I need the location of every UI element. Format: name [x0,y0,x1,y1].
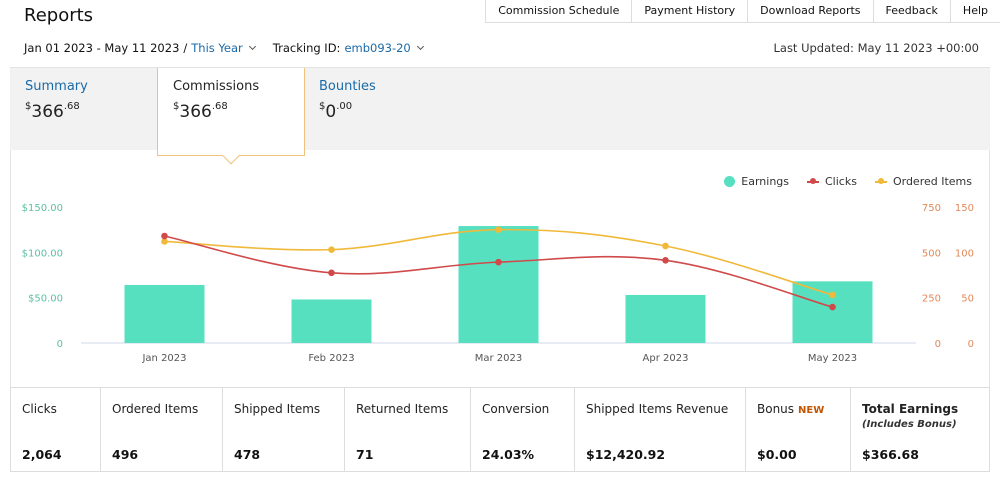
chart-plot: $150.00$100.00$50.0007505002500150100500… [22,203,974,364]
y-left-tick-label: 0 [57,339,63,350]
legend-earnings[interactable]: Earnings [724,175,789,188]
y-right1-tick-label: 0 [935,339,941,350]
ordered-items-point [161,238,168,245]
x-tick-label: Feb 2023 [308,353,354,364]
earnings-chart: Earnings Clicks Ordered Items $150.00 $10… [10,150,990,387]
stat-value: 2,064 [22,447,62,462]
stat-label: Shipped Items Revenue [586,402,729,416]
chevron-down-icon[interactable] [416,42,424,51]
y-right1-tick-label: 750 [922,203,941,214]
stat-value: $0.00 [757,447,797,462]
earnings-bar [124,284,205,343]
earnings-bar [625,294,706,343]
chart-legend: Earnings Clicks Ordered Items [706,175,972,188]
tab-summary[interactable]: Summary $366.68 [25,68,155,151]
y-right2-tick-label: 100 [955,248,974,259]
stat-shipped-items-revenue: Shipped Items Revenue $12,420.92 [574,388,745,471]
ordered-items-point [328,246,335,253]
earnings-bar [291,299,372,343]
tab-commissions-amount: $366.68 [173,101,228,122]
date-separator: / [183,41,188,55]
ordered-items-point [495,226,502,233]
clicks-point [161,232,168,240]
stat-clicks: Clicks 2,064 [11,388,100,471]
stat-label: Total Earnings [862,402,959,416]
legend-earnings-label: Earnings [741,175,789,188]
stat-returned-items: Returned Items 71 [344,388,470,471]
x-tick-label: May 2023 [808,353,857,364]
clicks-point [328,269,335,277]
earnings-bar [792,281,873,343]
y-left-tick-label: $50.00 [28,294,63,305]
ordered-items-point [829,291,836,299]
stat-ordered-items: Ordered Items 496 [100,388,222,471]
tracking-id-label: Tracking ID: [272,41,341,55]
stats-bar: Clicks 2,064 Ordered Items 496 Shipped I… [10,387,990,472]
clicks-point [495,258,502,266]
stat-value: $366.68 [862,447,919,462]
stat-label: Clicks [22,402,57,416]
stat-label: Shipped Items [234,402,321,416]
y-right2-tick-label: 0 [968,339,974,350]
report-tabs: Summary $366.68 Commissions $366.68 Boun… [10,67,990,165]
stat-shipped-items: Shipped Items 478 [222,388,344,471]
y-right1-tick-label: 250 [922,294,941,305]
stat-value: 71 [356,447,374,462]
stat-label: Conversion [482,402,550,416]
legend-clicks-swatch [807,176,819,187]
chevron-down-icon[interactable] [248,42,256,51]
stat-bonus: Bonus NEW $0.00 [745,388,850,471]
x-tick-label: Mar 2023 [475,353,523,364]
legend-ordered-items-swatch [874,176,887,187]
y-left-tick-label: $100.00 [22,248,63,259]
clicks-point [662,257,669,264]
x-tick-label: Apr 2023 [643,353,689,364]
tab-commissions-label: Commissions [173,79,260,94]
tracking-id-dropdown[interactable]: emb093-20 [344,41,411,55]
stat-value: 478 [234,447,261,462]
stat-label: Returned Items [356,402,449,416]
y-left-tick-label: $150.00 [22,203,63,214]
clicks-point [829,303,836,311]
tab-bounties-amount: $0.00 [319,101,353,122]
commission-schedule-button[interactable]: Commission Schedule [485,0,632,22]
y-right1-tick-label: 500 [922,248,941,259]
y-right2-tick-label: 50 [961,294,974,305]
last-updated: Last Updated: May 11 2023 +00:00 [773,41,979,55]
stat-total-earnings: Total Earnings (Includes Bonus) $366.68 [850,388,969,471]
legend-earnings-swatch [724,176,736,187]
earnings-bar [458,226,539,343]
legend-clicks[interactable]: Clicks [807,175,857,188]
top-nav: Commission Schedule Payment History Down… [485,0,1000,23]
tab-bounties-label: Bounties [319,79,376,94]
download-reports-button[interactable]: Download Reports [747,0,873,22]
x-tick-label: Jan 2023 [141,353,186,364]
payment-history-button[interactable]: Payment History [631,0,748,22]
period-dropdown[interactable]: This Year [191,41,243,55]
feedback-button[interactable]: Feedback [872,0,950,22]
stat-conversion: Conversion 24.03% [470,388,574,471]
stat-value: 24.03% [482,447,535,462]
page-title: Reports [24,5,94,26]
stat-value: 496 [112,447,139,462]
tab-bounties[interactable]: Bounties $0.00 [319,68,449,151]
stat-label: Bonus NEW [757,402,825,416]
legend-clicks-label: Clicks [825,175,857,188]
tab-summary-amount: $366.68 [25,101,80,122]
tab-commissions[interactable]: Commissions $366.68 [157,68,305,165]
stat-value: $12,420.92 [586,447,666,462]
date-range: Jan 01 2023 - May 11 2023 [24,41,180,55]
help-button[interactable]: Help [949,0,1000,22]
ordered-items-point [662,242,669,250]
legend-ordered-items-label: Ordered Items [892,175,972,188]
y-right2-tick-label: 150 [955,203,974,214]
date-bar: Jan 01 2023 - May 11 2023 / This Year Tr… [24,41,433,55]
new-badge: NEW [798,405,825,416]
tab-summary-label: Summary [25,79,88,94]
stat-sub-label: (Includes Bonus) [862,419,957,430]
legend-ordered-items[interactable]: Ordered Items [874,175,972,188]
stat-label: Ordered Items [112,402,199,416]
